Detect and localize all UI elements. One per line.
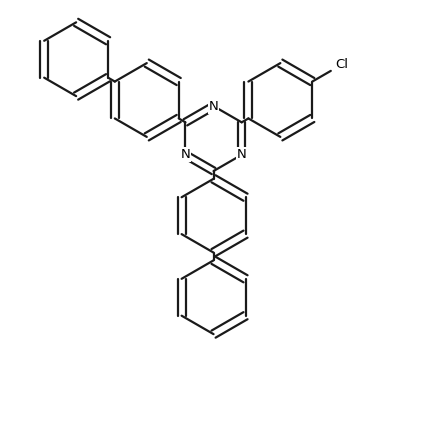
Text: N: N xyxy=(208,99,218,112)
Text: N: N xyxy=(180,148,190,161)
Text: Cl: Cl xyxy=(335,58,347,71)
Text: N: N xyxy=(236,148,246,161)
